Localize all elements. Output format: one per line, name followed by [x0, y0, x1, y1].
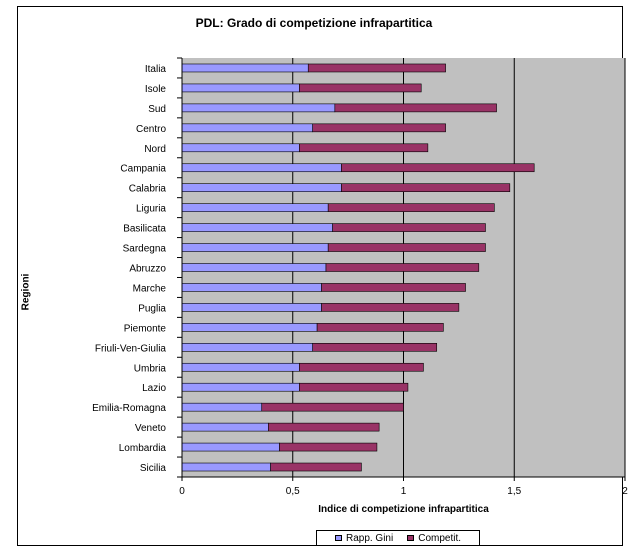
category-label: Sud: [148, 104, 166, 115]
bar-competit: [268, 422, 380, 432]
bar-rapp-gini: [181, 203, 329, 212]
legend-swatch-competit: [407, 535, 415, 541]
x-tick-label: 2: [622, 486, 628, 497]
category-label: Centro: [136, 124, 166, 135]
bar-competit: [327, 203, 495, 212]
bar-rapp-gini: [181, 422, 269, 432]
category-label: Abruzzo: [129, 264, 166, 275]
category-label: Friuli-Ven-Giulia: [95, 343, 167, 354]
bar-competit: [325, 263, 480, 272]
bar-rapp-gini: [181, 263, 327, 272]
bar-rapp-gini: [181, 343, 313, 352]
category-label: Marche: [133, 283, 167, 294]
bar-competit: [321, 283, 466, 292]
bar-competit: [299, 143, 429, 153]
bar-competit: [327, 243, 486, 252]
bar-rapp-gini: [181, 83, 300, 93]
category-label: Campania: [120, 164, 166, 175]
x-tick-label: 1: [401, 486, 407, 497]
bar-competit: [299, 382, 409, 392]
x-tick-label: 0,5: [286, 486, 300, 497]
bar-rapp-gini: [181, 442, 280, 452]
bar-competit: [270, 462, 362, 472]
bar-competit: [299, 362, 424, 372]
category-label: Italia: [145, 64, 167, 75]
bar-rapp-gini: [181, 63, 309, 73]
bar-competit: [312, 343, 438, 352]
legend-label-competit: Competit.: [418, 532, 462, 544]
category-label: Nord: [144, 144, 166, 155]
bar-competit: [332, 223, 486, 232]
bar-competit: [316, 323, 444, 332]
legend-item-rapp-gini: Rapp. Gini: [334, 532, 394, 544]
bar-competit: [341, 183, 511, 192]
category-label: Lazio: [142, 383, 166, 394]
bar-rapp-gini: [181, 163, 342, 173]
category-label: Basilicata: [123, 224, 166, 235]
bar-rapp-gini: [181, 362, 300, 372]
bar-rapp-gini: [181, 303, 322, 312]
bar-competit: [321, 303, 460, 312]
category-label: Puglia: [138, 303, 166, 314]
legend: Rapp. Gini Competit.: [316, 530, 480, 546]
category-label: Isole: [145, 84, 167, 95]
bar-rapp-gini: [181, 183, 342, 192]
bar-competit: [299, 83, 422, 93]
category-label: Emilia-Romagna: [92, 403, 166, 414]
legend-label-rapp-gini: Rapp. Gini: [345, 532, 394, 544]
category-label: Umbria: [134, 363, 167, 374]
bar-rapp-gini: [181, 283, 322, 292]
bar-rapp-gini: [181, 103, 336, 113]
bar-rapp-gini: [181, 462, 271, 472]
x-tick-label: 1,5: [507, 486, 521, 497]
bar-rapp-gini: [181, 123, 313, 133]
bar-competit: [341, 163, 535, 173]
bar-rapp-gini: [181, 143, 300, 153]
bar-competit: [307, 63, 446, 73]
category-label: Sicilia: [140, 463, 167, 474]
category-label: Lombardia: [119, 443, 167, 454]
chart-title: PDL: Grado di competizione infrapartitic…: [195, 16, 433, 30]
legend-item-competit: Competit.: [407, 533, 461, 544]
category-label: Piemonte: [124, 323, 167, 334]
bar-rapp-gini: [181, 323, 318, 332]
category-label: Sardegna: [123, 244, 167, 255]
bar-rapp-gini: [181, 223, 333, 232]
category-label: Liguria: [136, 204, 166, 215]
x-axis-title: Indice di competizione infrapartitica: [318, 504, 489, 515]
bar-competit: [261, 402, 404, 412]
bar-competit: [279, 442, 378, 452]
bar-rapp-gini: [181, 243, 329, 252]
bar-rapp-gini: [181, 382, 300, 392]
legend-swatch-rapp-gini: [334, 535, 342, 541]
category-label: Veneto: [135, 423, 167, 434]
bar-competit: [312, 123, 446, 133]
category-label: Calabria: [129, 184, 167, 195]
bar-competit: [334, 103, 497, 113]
x-tick-label: 0: [179, 486, 185, 497]
bar-rapp-gini: [181, 402, 263, 412]
